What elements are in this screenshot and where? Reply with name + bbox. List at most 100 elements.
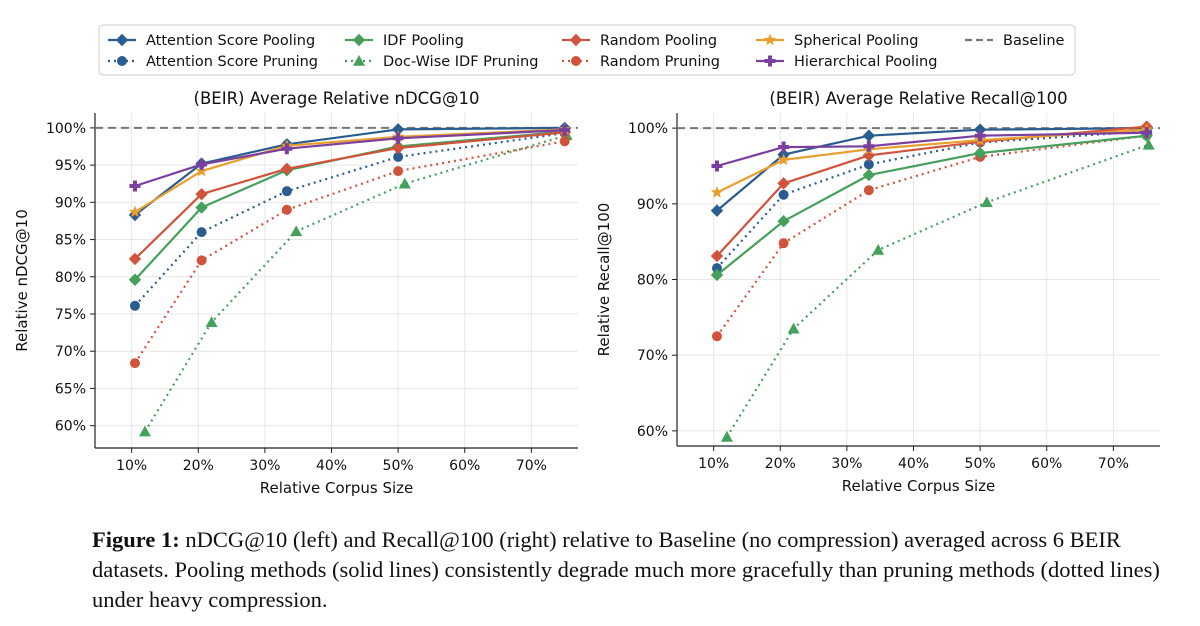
legend: Attention Score Pooling Attention Score P…: [98, 24, 1076, 76]
x-tick-label: 20%: [765, 456, 796, 472]
caption-label: Figure 1:: [92, 527, 180, 552]
x-tick-label: 50%: [965, 456, 996, 472]
series-line: [144, 134, 568, 433]
data-point: [281, 204, 292, 215]
legend-label: Baseline: [1003, 33, 1065, 49]
series-random-pruning: [129, 136, 570, 369]
series-doc-wise-idf-pruning: [720, 138, 1155, 442]
legend-item-attention-score-pruning: Attention Score Pruning: [108, 54, 318, 70]
y-tick-label: 70%: [637, 348, 668, 364]
legend-frame: [98, 24, 1076, 76]
data-point: [196, 255, 207, 266]
series-line: [726, 143, 1150, 438]
chart-title: (BEIR) Average Relative nDCG@10: [194, 89, 480, 108]
x-axis-label: Relative Corpus Size: [842, 477, 995, 495]
data-point: [710, 268, 724, 282]
data-point: [973, 123, 987, 136]
legend-marker: [352, 33, 366, 47]
data-point: [863, 185, 874, 196]
data-point: [398, 177, 411, 189]
legend-marker: [764, 55, 776, 67]
data-point: [720, 430, 733, 442]
legend-item-random-pooling: Random Pooling: [562, 33, 717, 49]
figure: Attention Score Pooling Attention Score P…: [13, 24, 1160, 497]
y-tick-label: 60%: [637, 424, 668, 440]
data-point: [391, 123, 405, 136]
data-point: [974, 130, 986, 142]
chart-ndcg: 10% 20% 30% 40% 50% 60% 70% 60% 65% 70% 75% 80% 85% 9…: [13, 89, 578, 497]
data-point: [711, 263, 722, 274]
x-tick-label: 40%: [898, 456, 929, 472]
caption-text: nDCG@10 (left) and Recall@100 (right) re…: [92, 527, 1160, 612]
data-point: [710, 249, 724, 263]
data-point: [281, 143, 293, 155]
series-hierarchical-pooling: [711, 127, 1153, 172]
data-point: [129, 300, 140, 311]
x-tick-label: 70%: [1098, 456, 1129, 472]
y-tick-label: 65%: [55, 381, 86, 397]
data-point: [128, 208, 142, 222]
legend-marker: [763, 33, 777, 46]
legend-item-doc-wise-idf-pruning: Doc-Wise IDF Pruning: [345, 54, 538, 70]
series-random-pooling: [128, 126, 571, 266]
series-line: [716, 130, 1147, 269]
data-point: [559, 124, 571, 136]
legend-item-random-pruning: Random Pruning: [562, 54, 720, 70]
x-tick-label: 20%: [183, 458, 214, 474]
data-point: [205, 316, 218, 327]
series-idf-pooling: [128, 125, 571, 286]
figure-caption: Figure 1: nDCG@10 (left) and Recall@100 …: [92, 525, 1187, 615]
legend-label: Doc-Wise IDF Pruning: [383, 54, 538, 70]
data-point: [195, 164, 208, 177]
x-tick-label: 70%: [516, 458, 547, 474]
data-point: [862, 129, 876, 142]
y-tick-label: 60%: [55, 419, 86, 435]
data-point: [128, 273, 142, 286]
data-point: [129, 358, 140, 369]
data-point: [872, 243, 885, 255]
legend-item-baseline: Baseline: [965, 33, 1065, 49]
series-line: [716, 134, 1147, 337]
data-point: [711, 160, 723, 172]
series-attention-score-pruning: [129, 128, 570, 311]
chart-recall: 10% 20% 30% 40% 50% 60% 70% 60% 70% 80% 90% 100% (BE…: [595, 89, 1160, 495]
legend-label: Random Pooling: [600, 33, 717, 49]
y-axis-label: Relative Recall@100: [595, 203, 613, 357]
x-axis-label: Relative Corpus Size: [260, 479, 413, 497]
y-tick-label: 90%: [55, 195, 86, 211]
data-point: [559, 136, 570, 147]
data-point: [196, 158, 208, 170]
data-point: [393, 166, 404, 177]
legend-marker: [569, 33, 583, 47]
data-point: [281, 186, 292, 197]
data-point: [777, 215, 790, 228]
data-point: [393, 151, 404, 162]
data-point: [778, 189, 789, 200]
y-tick-label: 85%: [55, 233, 86, 249]
legend-label: Attention Score Pooling: [146, 33, 315, 49]
data-point: [195, 187, 208, 201]
x-tick-label: 50%: [383, 458, 414, 474]
data-point: [128, 252, 142, 266]
data-point: [777, 153, 790, 166]
data-point: [128, 205, 142, 218]
legend-marker: [117, 56, 127, 66]
x-tick-label: 60%: [1031, 456, 1062, 472]
data-point: [787, 322, 800, 334]
data-point: [195, 201, 208, 214]
data-point: [778, 238, 789, 249]
x-tick-label: 30%: [249, 458, 280, 474]
legend-item-idf-pooling: IDF Pooling: [345, 33, 464, 49]
data-point: [863, 140, 875, 152]
data-point: [710, 204, 724, 217]
data-point: [778, 141, 790, 153]
gridlines: [677, 113, 1160, 446]
y-tick-label: 95%: [55, 158, 86, 174]
legend-label: Attention Score Pruning: [146, 54, 318, 70]
data-point: [710, 185, 724, 198]
data-point: [980, 196, 993, 208]
legend-item-spherical-pooling: Spherical Pooling: [756, 33, 918, 49]
y-tick-label: 80%: [637, 273, 668, 289]
series-line: [134, 132, 565, 307]
y-tick-label: 70%: [55, 344, 86, 360]
